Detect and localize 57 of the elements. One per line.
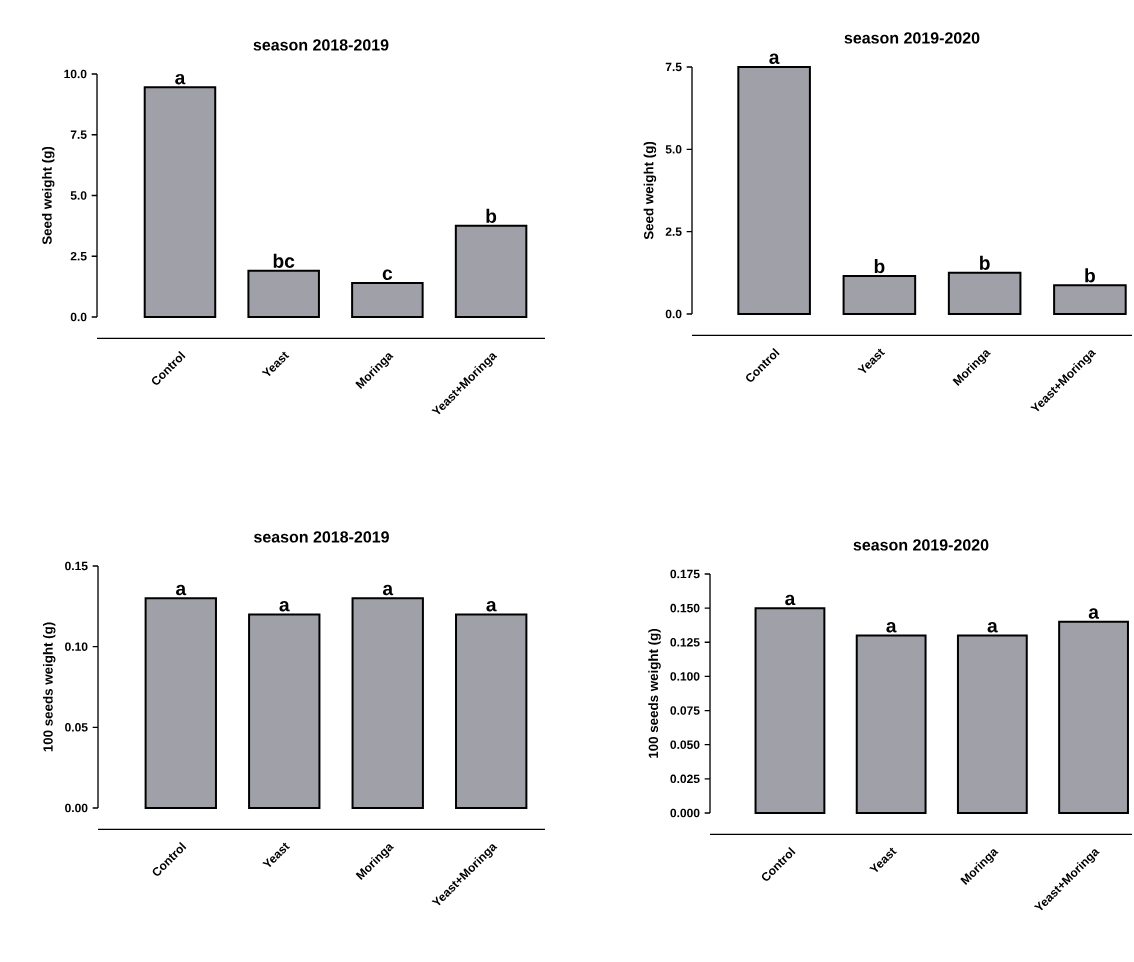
annotation: a: [886, 621, 897, 633]
bar: [143, 86, 217, 318]
y-tick-label: 10.0: [64, 69, 87, 79]
annotation: b: [874, 259, 885, 274]
annotation: b: [1085, 268, 1095, 283]
chart-title: season 2019-2020: [844, 32, 980, 44]
y-tick-label: 0.175: [670, 569, 700, 579]
bar: [454, 224, 528, 318]
annotation: a: [987, 621, 998, 633]
y-tick-label: 0.125: [670, 638, 700, 647]
annotation: a: [279, 600, 290, 612]
chart-title: season 2018-2019: [253, 39, 389, 51]
chart-title: season 2018-2019: [254, 531, 389, 543]
bar: [737, 65, 811, 315]
y-tick-label: 7.5: [70, 130, 87, 139]
annotation: a: [1088, 608, 1099, 619]
y-tick-label: 0.025: [670, 774, 700, 784]
annotation: a: [175, 73, 186, 85]
y-tick-label: 0.100: [670, 672, 700, 681]
bar: [842, 275, 917, 315]
chart-title: season 2019-2020: [853, 539, 989, 551]
annotation: a: [785, 594, 796, 606]
bar: [956, 634, 1028, 814]
y-tick-label: 0.0: [665, 309, 682, 319]
bar: [1058, 620, 1129, 814]
y-axis-title: Seed weight (g): [41, 146, 55, 245]
bar: [1053, 284, 1127, 315]
bar: [351, 281, 424, 318]
y-axis-title: 100 seeds weight (g): [648, 628, 661, 758]
y-tick-label: 0.150: [670, 603, 700, 613]
annotation: b: [486, 208, 497, 223]
annotation: a: [382, 584, 394, 596]
annotation: a: [176, 584, 187, 596]
annotation: a: [769, 53, 780, 65]
y-tick-label: 0.0: [70, 312, 87, 322]
y-tick-label: 5.0: [70, 191, 87, 200]
y-tick-label: 0.00: [65, 803, 88, 813]
y-tick-label: 0.000: [670, 808, 700, 818]
y-tick-label: 7.5: [665, 62, 682, 72]
y-axis-title: Seed weight (g): [643, 141, 657, 240]
y-tick-label: 0.15: [65, 561, 88, 571]
annotation: bc: [273, 253, 295, 268]
y-tick-label: 2.5: [70, 251, 87, 261]
y-axis-title: 100 seeds weight (g): [42, 622, 56, 752]
bar: [947, 271, 1022, 315]
annotation: b: [980, 255, 990, 270]
y-tick-label: 0.10: [65, 642, 88, 651]
bar: [754, 607, 826, 814]
annotation: c: [382, 269, 393, 281]
annotation: a: [486, 600, 497, 612]
y-tick-label: 2.5: [665, 227, 682, 236]
y-tick-label: 0.075: [670, 706, 700, 715]
y-tick-label: 0.05: [65, 723, 88, 732]
y-tick-label: 0.050: [670, 740, 700, 749]
bar: [247, 269, 320, 318]
y-tick-label: 5.0: [665, 145, 682, 154]
bar: [855, 634, 927, 814]
